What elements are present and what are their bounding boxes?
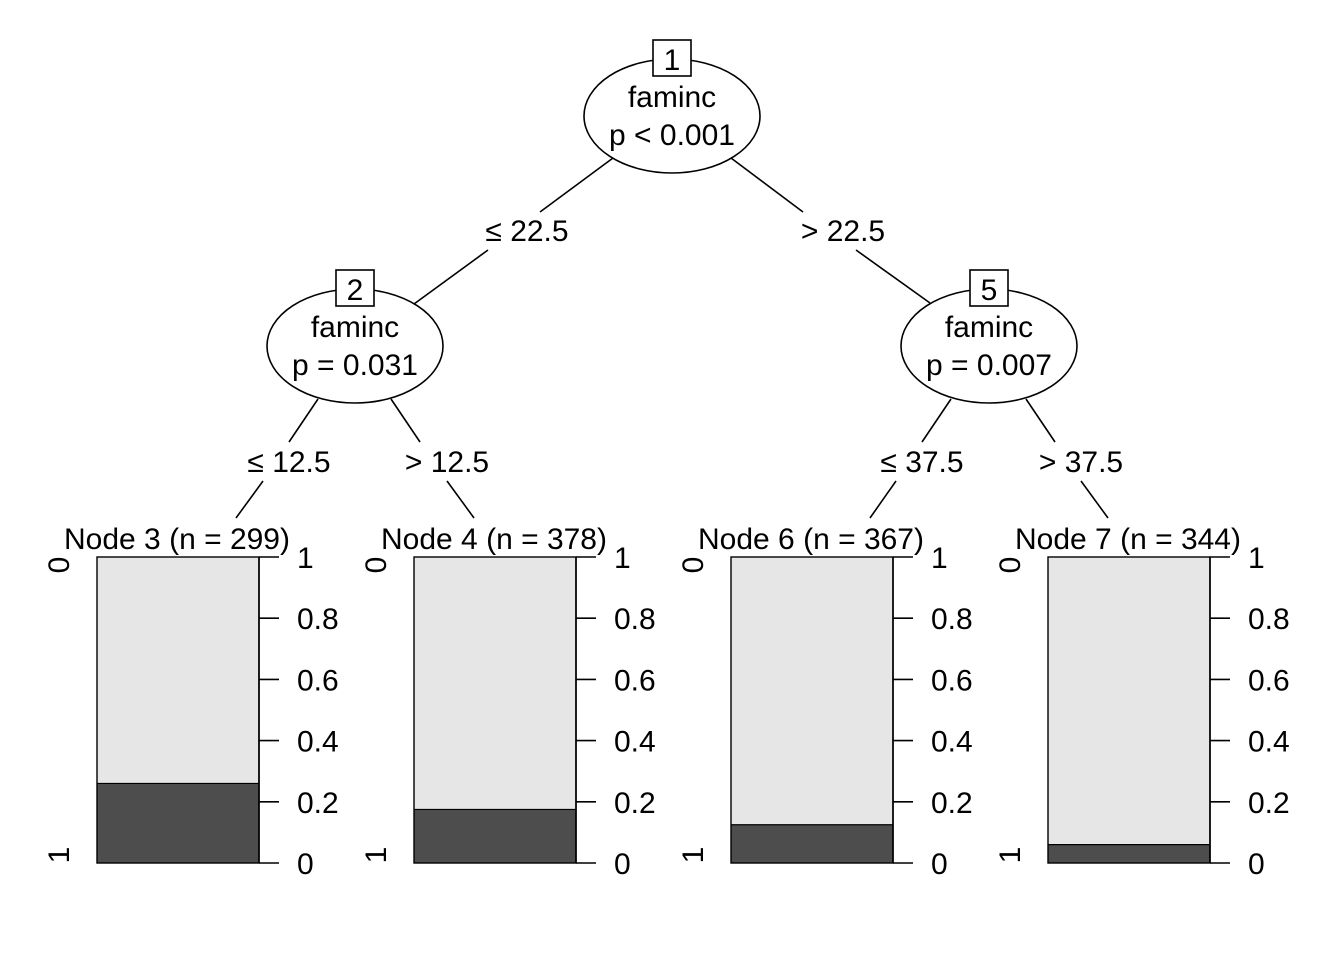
bar-class-1-node-6 [731,824,893,863]
node-2-variable: faminc [311,311,399,344]
node-2-pvalue: p = 0.031 [292,349,418,382]
node-5-pvalue: p = 0.007 [926,349,1052,382]
class-label-1-node-4: 1 [360,847,393,864]
y-tick-label-node-6: 0.8 [931,603,973,636]
y-tick-label-node-3: 0.2 [297,787,339,820]
y-tick-label-node-7: 0 [1248,848,1265,881]
edge-label-5-6: ≤ 37.5 [880,446,963,479]
y-tick-label-node-3: 0 [297,848,314,881]
edge-label-2-4: > 12.5 [405,446,489,479]
y-tick-label-node-3: 0.8 [297,603,339,636]
y-tick-label-node-7: 0.6 [1248,664,1290,697]
node-1-pvalue: p < 0.001 [609,119,735,152]
edge-label-2-3: ≤ 12.5 [247,446,330,479]
node-2-id: 2 [347,274,364,307]
y-tick-label-node-4: 0.6 [614,664,656,697]
y-tick-label-node-6: 0.6 [931,664,973,697]
terminal-node-3-title: Node 3 (n = 299) [64,523,290,556]
node-1-id-box [652,39,692,77]
y-tick-label-node-6: 0.4 [931,726,973,759]
bar-class-1-node-7 [1048,844,1210,863]
y-tick-label-node-7: 1 [1248,542,1265,575]
y-tick-label-node-7: 0.4 [1248,726,1290,759]
y-tick-label-node-4: 0.2 [614,787,656,820]
y-tick-label-node-4: 1 [614,542,631,575]
inner-node-1: 1 faminc p < 0.001 [583,39,761,174]
terminal-node-7-title: Node 7 (n = 344) [1015,523,1241,556]
terminal-node-6-title: Node 6 (n = 367) [698,523,924,556]
inner-node-2: 2 faminc p = 0.031 [266,269,444,404]
y-tick-label-node-7: 0.8 [1248,603,1290,636]
edge-label-1-5: > 22.5 [801,215,885,248]
y-tick-label-node-3: 0.4 [297,726,339,759]
bar-class-0-node-6 [731,557,893,825]
y-tick-label-node-6: 0.2 [931,787,973,820]
class-label-1-node-7: 1 [994,847,1027,864]
terminal-node-4-title: Node 4 (n = 378) [381,523,607,556]
class-label-1-node-6: 1 [677,847,710,864]
y-tick-label-node-7: 0.2 [1248,787,1290,820]
node-2-id-box [335,269,375,307]
class-label-0-node-4: 0 [360,557,393,574]
bar-class-0-node-4 [414,557,576,810]
node-5-variable: faminc [945,311,1033,344]
y-tick-label-node-6: 0 [931,848,948,881]
y-tick-label-node-4: 0.8 [614,603,656,636]
y-tick-label-node-6: 1 [931,542,948,575]
y-tick-label-node-4: 0.4 [614,726,656,759]
class-label-1-node-3: 1 [43,847,76,864]
node-1-id: 1 [664,44,681,77]
bar-class-0-node-7 [1048,557,1210,845]
y-tick-label-node-3: 1 [297,542,314,575]
y-tick-label-node-4: 0 [614,848,631,881]
class-label-0-node-6: 0 [677,557,710,574]
class-label-0-node-3: 0 [43,557,76,574]
node-5-id: 5 [981,274,998,307]
node-1-variable: faminc [628,81,716,114]
class-label-0-node-7: 0 [994,557,1027,574]
bar-class-0-node-3 [97,557,259,784]
edge-lines [235,157,1109,519]
bar-class-1-node-4 [414,809,576,863]
y-tick-label-node-3: 0.6 [297,664,339,697]
edge-label-1-2: ≤ 22.5 [485,215,568,248]
node-5-id-box [969,269,1009,307]
inner-node-5: 5 faminc p = 0.007 [900,269,1078,404]
bar-class-1-node-3 [97,783,259,863]
edge-label-5-7: > 37.5 [1039,446,1123,479]
